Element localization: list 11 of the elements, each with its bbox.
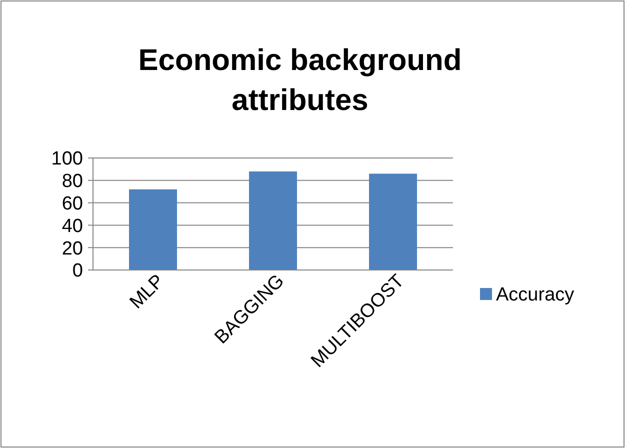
y-tick-label: 40 (62, 216, 83, 237)
y-tick-label: 100 (51, 148, 83, 170)
bar (249, 171, 297, 270)
bar (369, 174, 417, 270)
chart-title: Economic background attributes (138, 44, 462, 117)
y-tick-label: 0 (72, 260, 83, 282)
legend-label: Accuracy (496, 284, 575, 306)
y-tick-label: 60 (62, 193, 83, 214)
bar (129, 189, 177, 270)
y-tick-label: 20 (62, 238, 83, 260)
y-tick-label: 80 (62, 171, 83, 192)
